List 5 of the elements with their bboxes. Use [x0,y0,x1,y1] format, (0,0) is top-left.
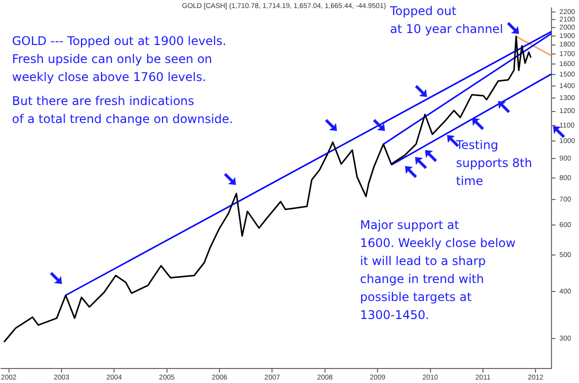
annotation: But there are fresh indications of a total trend change on downside. [12,93,234,128]
annotation: Topped out at 10 year channel [390,3,504,38]
annotation: Major support at 1600. Weekly close below it will lead to a sharp change in trend with possible targets at 1300-1450. [360,217,516,324]
annotation: Testing supports 8th time [456,137,532,190]
annotation: GOLD --- Topped out at 1900 levels. Fresh upside can only be seen on weekly close above 1760 levels. [12,33,226,86]
